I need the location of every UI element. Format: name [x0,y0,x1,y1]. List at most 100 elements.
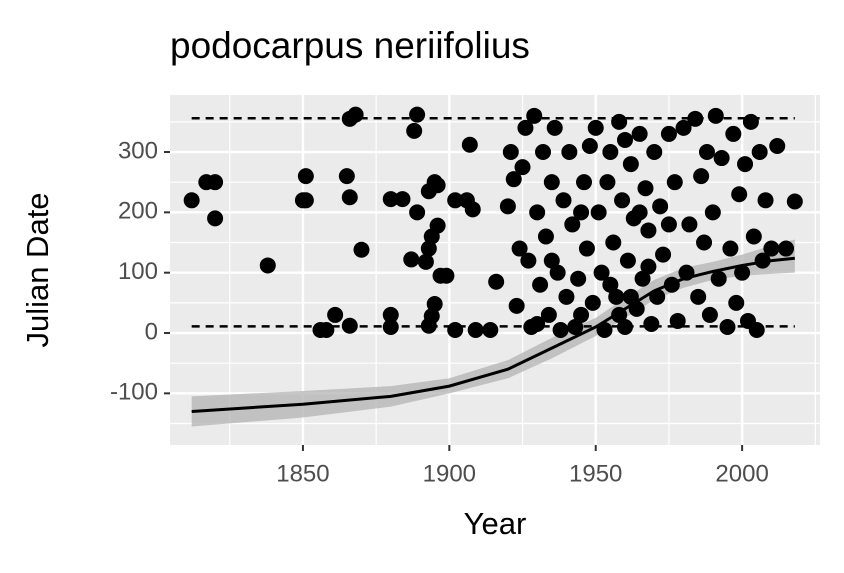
point [570,270,587,287]
point [640,222,657,239]
point [505,171,522,188]
point [748,322,765,339]
point [643,315,660,332]
point [353,241,370,258]
point [537,228,554,245]
point [614,192,631,209]
point [722,240,739,257]
point [529,315,546,332]
point [511,240,528,257]
point [693,168,710,185]
point [704,204,721,221]
point [535,144,552,161]
point [690,288,707,305]
point [737,156,754,173]
point [728,294,745,311]
point [546,119,563,136]
point [406,122,423,139]
point [549,264,566,281]
point [382,306,399,323]
y-tick-label: -100 [110,379,158,406]
point [669,312,686,329]
point [622,288,639,305]
point [532,276,549,293]
point [786,193,803,210]
point [461,136,478,153]
point [517,119,534,136]
point [660,125,677,142]
point [573,204,590,221]
point [447,322,464,339]
point [631,125,648,142]
point [420,317,437,334]
y-tick-label: 0 [145,318,158,345]
point [634,270,651,287]
point [707,107,724,124]
point [611,113,628,130]
point [751,144,768,161]
point [617,131,633,148]
point [558,288,575,305]
point [482,322,499,339]
point [745,228,762,245]
point [543,174,560,191]
point [555,192,572,209]
point [590,204,607,221]
point [710,270,727,287]
point [646,144,663,161]
point [447,192,464,209]
point [652,198,669,215]
point [666,174,683,191]
x-axis-title: Year [464,506,527,541]
point [622,156,639,173]
point [778,240,795,257]
point [409,106,426,123]
point [763,240,780,257]
point [725,125,742,142]
point [655,246,672,263]
point [438,267,455,284]
point [499,198,516,215]
point [488,273,505,290]
point [701,306,718,323]
point [619,252,636,269]
point [584,294,601,311]
x-tick-label: 2000 [715,460,768,487]
point [687,110,704,127]
point [617,318,633,335]
y-tick-label: 100 [118,258,158,285]
point [338,168,355,185]
point [420,240,437,257]
point [564,216,581,233]
point [757,192,774,209]
point [713,150,730,167]
point [578,240,595,257]
point [508,297,525,314]
point [675,119,692,136]
point [631,204,648,221]
point [417,253,434,270]
point [409,204,426,221]
x-tick-label: 1900 [423,460,476,487]
point [540,306,557,323]
point [429,217,446,234]
point [698,144,715,161]
point [605,234,622,251]
point [526,107,543,124]
point [681,216,698,233]
point [259,257,276,274]
point [742,113,759,130]
point [608,288,625,305]
point [207,210,224,227]
x-tick-label: 1950 [569,460,622,487]
point [297,192,314,209]
point [561,144,578,161]
point [467,322,484,339]
point [514,159,531,176]
point [599,174,616,191]
point [602,144,619,161]
point [637,180,654,197]
point [587,119,604,136]
point [183,192,200,209]
point [576,174,593,191]
